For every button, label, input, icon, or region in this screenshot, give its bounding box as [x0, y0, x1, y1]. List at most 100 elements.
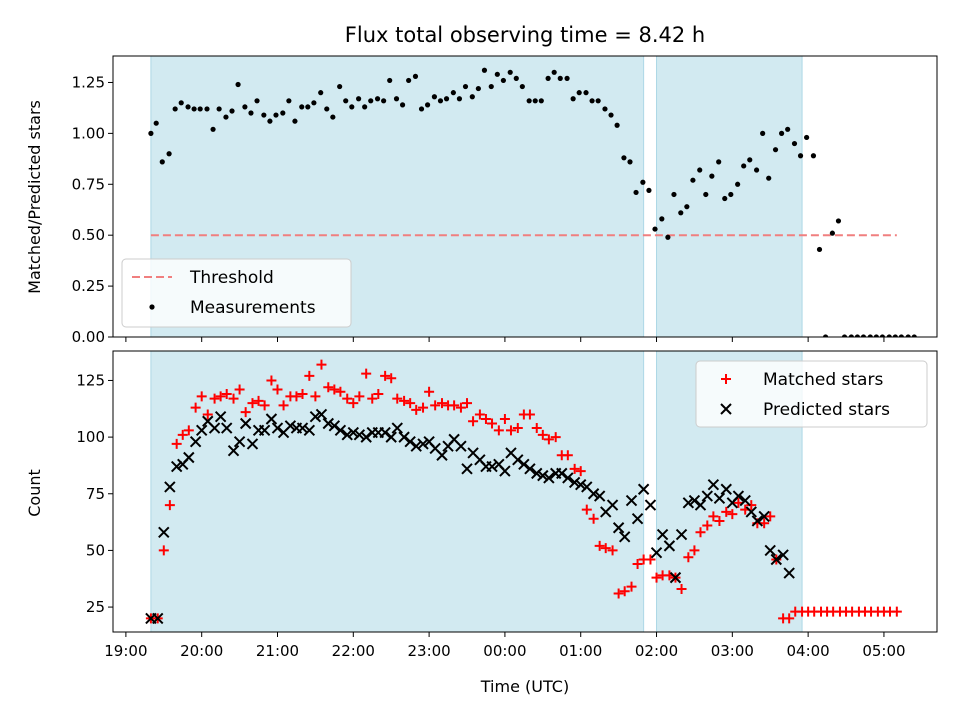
- measurement-point: [160, 159, 165, 164]
- measurement-point: [678, 210, 683, 215]
- x-tick-label: 04:00: [787, 642, 830, 660]
- measurement-point: [482, 68, 487, 73]
- legend-threshold-label: Threshold: [189, 268, 274, 288]
- measurement-point: [684, 204, 689, 209]
- measurement-point: [671, 192, 676, 197]
- measurement-point: [766, 176, 771, 181]
- x-tick-label: 02:00: [635, 642, 678, 660]
- measurement-point: [571, 96, 576, 101]
- measurement-point: [470, 94, 475, 99]
- measurement-point: [489, 84, 494, 89]
- measurement-point: [646, 188, 651, 193]
- measurement-point: [299, 104, 304, 109]
- measurement-point: [185, 104, 190, 109]
- measurement-point: [596, 98, 601, 103]
- legend-matched-label: Matched stars: [763, 370, 883, 390]
- measurement-point: [520, 84, 525, 89]
- measurement-point: [615, 123, 620, 128]
- measurement-point: [747, 157, 752, 162]
- y-tick-label: 75: [86, 485, 105, 503]
- measurement-point: [495, 72, 500, 77]
- measurement-point: [773, 147, 778, 152]
- measurement-point: [760, 131, 765, 136]
- y-tick-label: 0.00: [72, 328, 105, 346]
- measurement-point: [444, 96, 449, 101]
- measurement-point: [779, 131, 784, 136]
- measurement-point: [330, 114, 335, 119]
- measurement-point: [836, 218, 841, 223]
- measurement-point: [273, 112, 278, 117]
- measurement-point: [735, 182, 740, 187]
- measurement-point: [362, 104, 367, 109]
- measurement-point: [533, 98, 538, 103]
- measurement-point: [659, 216, 664, 221]
- measurement-point: [242, 104, 247, 109]
- measurement-point: [248, 110, 253, 115]
- measurement-point: [400, 102, 405, 107]
- measurement-point: [602, 106, 607, 111]
- measurement-point: [387, 78, 392, 83]
- measurement-point: [817, 247, 822, 252]
- measurement-point: [577, 90, 582, 95]
- measurement-point: [608, 112, 613, 117]
- measurement-point: [558, 76, 563, 81]
- x-tick-label: 19:00: [104, 642, 147, 660]
- measurement-point: [406, 78, 411, 83]
- bottom-panel: 25507510012519:00 20:00 21:00 22:00 23:00 00:…: [76, 351, 937, 660]
- x-tick-label: 22:00: [332, 642, 375, 660]
- measurement-point: [589, 98, 594, 103]
- measurement-point: [210, 127, 215, 132]
- measurement-point: [697, 167, 702, 172]
- y-tick-label: 50: [86, 541, 105, 559]
- measurement-point: [508, 70, 513, 75]
- y-tick-label: 125: [76, 371, 105, 389]
- measurement-point: [785, 127, 790, 132]
- measurement-point: [217, 106, 222, 111]
- x-axis-label: Time (UTC): [480, 677, 569, 696]
- measurement-point: [621, 155, 626, 160]
- measurement-point: [192, 106, 197, 111]
- measurement-point: [627, 159, 632, 164]
- measurement-point: [583, 90, 588, 95]
- measurement-point: [179, 100, 184, 105]
- matched-star-point: [892, 607, 902, 617]
- measurement-point: [235, 82, 240, 87]
- y-axis-label-ratio: Matched/Predicted stars: [25, 100, 44, 294]
- chart-title: Flux total observing time = 8.42 h: [345, 23, 705, 47]
- measurement-point: [318, 90, 323, 95]
- y-tick-label: 0.50: [72, 226, 105, 244]
- measurement-point: [804, 135, 809, 140]
- x-tick-label: 21:00: [256, 642, 299, 660]
- measurement-point: [709, 174, 714, 179]
- x-tick-label: 23:00: [407, 642, 450, 660]
- y-axis-label-count: Count: [25, 469, 44, 517]
- measurement-point: [665, 235, 670, 240]
- measurement-point: [280, 110, 285, 115]
- measurement-point: [349, 104, 354, 109]
- legend-bottom: Matched starsPredicted stars: [696, 361, 927, 427]
- measurement-point: [754, 167, 759, 172]
- measurement-point: [166, 151, 171, 156]
- measurement-point: [286, 98, 291, 103]
- measurement-point: [343, 98, 348, 103]
- measurement-point: [501, 78, 506, 83]
- measurement-point: [425, 102, 430, 107]
- measurement-point: [539, 98, 544, 103]
- measurement-point: [722, 196, 727, 201]
- measurement-point: [432, 94, 437, 99]
- measurement-point: [830, 231, 835, 236]
- measurement-point: [419, 106, 424, 111]
- legend-measurements-swatch: [149, 304, 154, 309]
- measurement-point: [640, 180, 645, 185]
- measurement-point: [552, 70, 557, 75]
- measurement-point: [305, 104, 310, 109]
- y-tick-label: 100: [76, 428, 105, 446]
- y-tick-label: 0.25: [72, 277, 105, 295]
- measurement-point: [154, 121, 159, 126]
- measurement-point: [413, 74, 418, 79]
- measurement-point: [254, 98, 259, 103]
- measurement-point: [204, 106, 209, 111]
- measurement-point: [451, 90, 456, 95]
- measurement-point: [173, 106, 178, 111]
- measurement-point: [438, 98, 443, 103]
